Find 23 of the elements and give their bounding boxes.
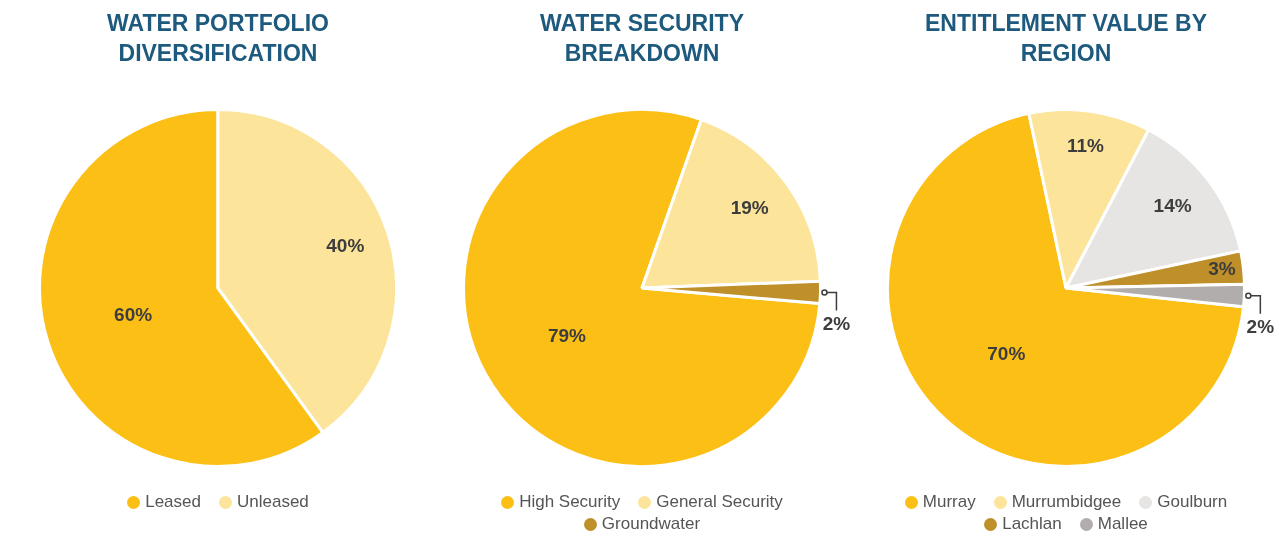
legend-label: Groundwater [600,514,701,534]
chart-title: WATER PORTFOLIO DIVERSIFICATION [106,9,330,68]
legend-label: Murray [921,492,976,512]
legend-label: High Security [518,492,621,512]
legend-label: Goulburn [1156,492,1228,512]
legend-label: Mallee [1096,514,1148,534]
data-label: 40% [326,234,365,256]
data-label: 79% [547,324,587,346]
data-label: 70% [987,342,1026,364]
data-label: 2% [822,312,851,334]
data-label: 3% [1208,258,1236,280]
chart-title: ENTITLEMENT VALUE BY REGION [924,9,1208,68]
legend-label: Leased [144,492,201,512]
chart-title: WATER SECURITY BREAKDOWN [539,9,745,68]
legend-label: General Security [655,492,783,512]
data-label: 60% [114,303,153,325]
legend-label: Lachlan [1001,514,1062,534]
data-label: 11% [1066,134,1104,156]
data-label: 14% [1153,195,1192,217]
data-label: 19% [730,196,769,218]
data-label: 2% [1246,315,1275,337]
legend-label: Murrumbidgee [1010,492,1122,512]
legend-label: Unleased [235,492,309,512]
